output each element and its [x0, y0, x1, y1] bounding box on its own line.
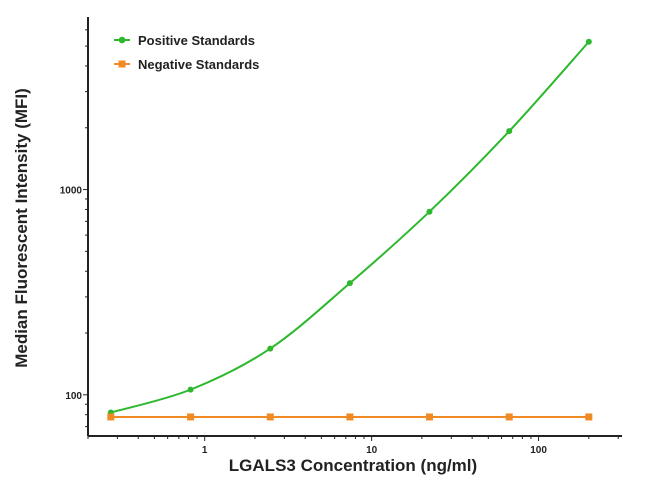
y-tick-label: 1000: [60, 186, 83, 197]
data-point-positive: [426, 208, 433, 215]
x-tick-label: 1: [202, 445, 208, 456]
x-axis-label: LGALS3 Concentration (ng/ml): [229, 456, 477, 475]
positive-fit-curve: [110, 41, 590, 414]
series-negative: [107, 413, 593, 421]
data-point-negative: [187, 413, 195, 421]
data-point-positive: [585, 38, 592, 45]
legend-item-negative: Negative Standards: [114, 57, 259, 72]
legend: Positive Standards Negative Standards: [114, 33, 259, 72]
data-point-negative: [266, 413, 274, 421]
legend-label-positive: Positive Standards: [138, 33, 255, 48]
legend-label-negative: Negative Standards: [138, 57, 259, 72]
legend-item-positive: Positive Standards: [114, 33, 255, 48]
axes: 1 10 100 100 1000: [60, 17, 622, 456]
data-point-negative: [585, 413, 593, 421]
x-tick-label: 100: [530, 445, 547, 456]
data-point-positive: [267, 345, 274, 352]
plot-area: [107, 38, 593, 421]
data-point-negative: [425, 413, 433, 421]
data-point-positive: [187, 386, 194, 393]
x-tick-label: 10: [366, 445, 378, 456]
legend-marker-negative: [118, 60, 126, 68]
data-point-negative: [346, 413, 354, 421]
series-positive: [107, 38, 592, 416]
data-point-positive: [506, 128, 513, 135]
y-tick-label: 100: [65, 391, 82, 402]
data-point-positive: [346, 280, 353, 287]
data-point-negative: [107, 413, 115, 421]
legend-marker-positive: [118, 36, 126, 44]
y-axis-label: Median Fluorescent Intensity (MFI): [12, 88, 31, 368]
data-point-negative: [505, 413, 513, 421]
